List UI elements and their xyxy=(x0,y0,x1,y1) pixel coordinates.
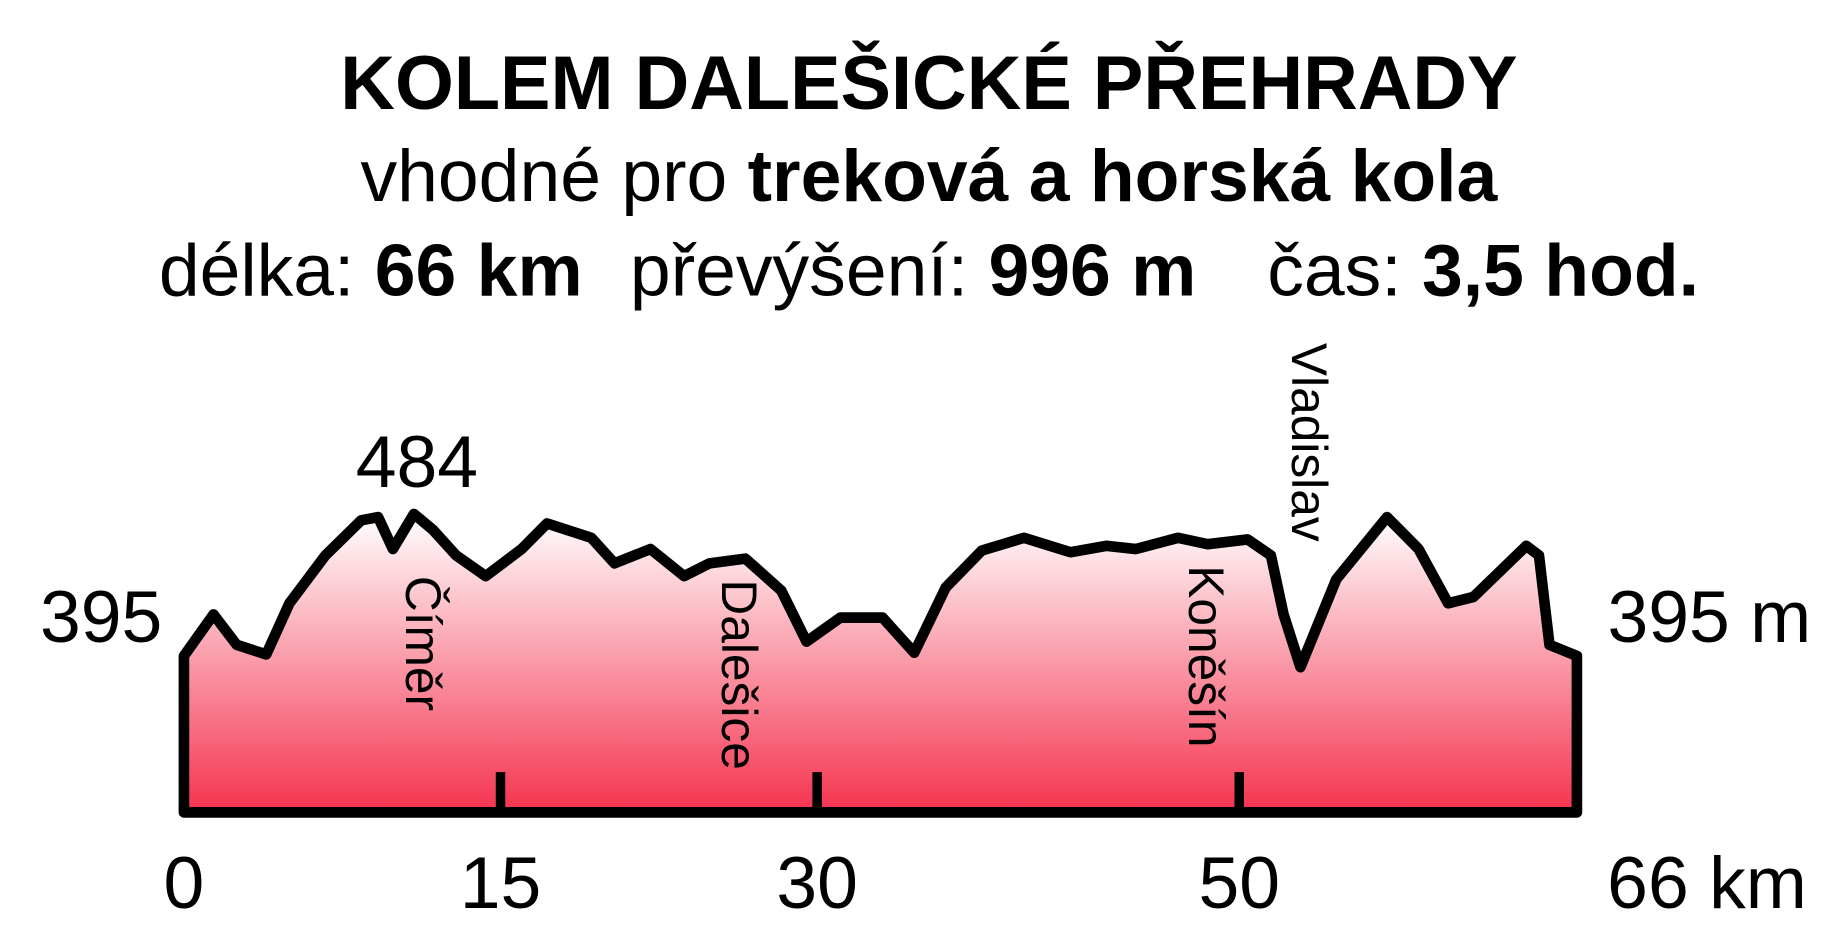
x-tick-label: 30 xyxy=(776,842,858,924)
elevation-area xyxy=(178,508,1583,818)
x-tick-label: 0 xyxy=(164,842,205,924)
x-tick-label: 15 xyxy=(460,842,542,924)
chart-title: KOLEM DALEŠICKÉ PŘEHRADY xyxy=(340,40,1517,126)
stat-label: délka: xyxy=(159,230,375,312)
subtitle-text: vhodné pro xyxy=(361,135,748,217)
x-tick-label: 66 km xyxy=(1607,842,1807,924)
x-tick-label: 50 xyxy=(1198,842,1280,924)
subtitle: vhodné pro treková a horská kola xyxy=(361,135,1499,217)
elevation-label: 395 m xyxy=(1608,576,1812,658)
stat-label: převýšení: xyxy=(630,230,989,312)
place-label: Vladislav xyxy=(1281,343,1337,542)
stat-label: čas: xyxy=(1267,230,1422,312)
place-label: Koněšín xyxy=(1178,565,1234,747)
place-label: Dalešice xyxy=(711,579,767,769)
stat-value: 3,5 hod. xyxy=(1422,230,1699,312)
stat-value: 66 km xyxy=(375,230,583,312)
elevation-label: 395 xyxy=(40,576,162,658)
stat-value: 996 m xyxy=(988,230,1196,312)
subtitle-bold: treková a horská kola xyxy=(748,135,1499,217)
place-label: Číměr xyxy=(395,576,451,711)
elevation-label: 484 xyxy=(356,421,478,503)
stats: délka: 66 km převýšení: 996 m čas: 3,5 hod… xyxy=(159,230,1699,312)
